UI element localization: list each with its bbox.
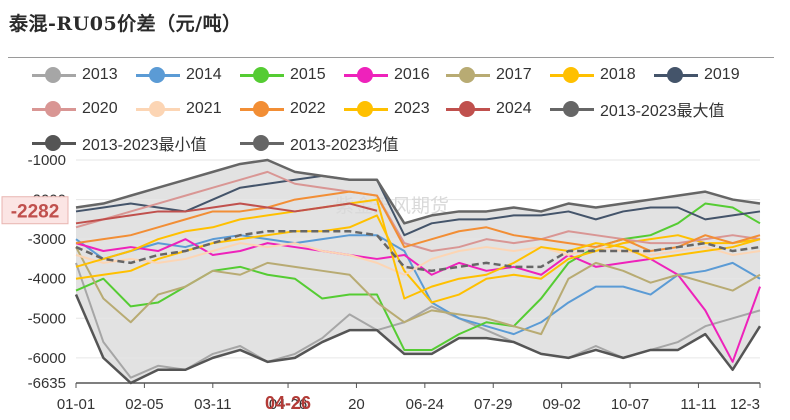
legend-label: 2016 [394,66,430,83]
series-line-2013-2023最大值 [75,158,761,225]
legend-item[interactable]: 2017 [446,62,532,88]
x-tick-label: 10-07 [611,396,649,413]
legend-marker-icon [240,98,284,120]
legend-label: 2017 [496,66,532,83]
series-line-2024 [75,202,378,225]
current-value-label: -2282 [11,202,60,223]
series-line-2017 [75,246,761,336]
series-line-2014 [75,234,761,336]
legend-label: 2023 [394,100,430,117]
legend-marker-icon [446,98,490,120]
legend-label: 2022 [290,100,326,117]
legend-label: 2020 [82,100,118,117]
legend-marker-icon [344,64,388,86]
chart-title: 泰混-RU05价差（元/吨） [9,13,242,35]
x-tick-label: 04-26 [269,396,307,413]
series-line-2020 [75,170,761,253]
legend-item[interactable]: 2020 [32,96,118,122]
legend-item[interactable]: 2015 [240,62,326,88]
title-divider [8,57,774,58]
y-tick-label: -4000 [28,271,66,288]
legend-marker-icon [136,98,180,120]
series-line-2013-2023均值 [75,229,761,273]
legend-label: 2013-2023均值 [290,137,399,154]
legend-marker-icon [550,98,594,120]
minmax-band [76,160,760,383]
series-line-2013-2023最小值 [74,294,762,385]
legend-label: 2018 [600,66,636,83]
legend-item[interactable]: 2013-2023最小值 [32,130,207,156]
legend-marker-icon [32,98,76,120]
legend-item[interactable]: 2013-2023最大值 [550,96,725,122]
legend-label: 2021 [186,100,222,117]
current-value-box [1,196,69,225]
legend-marker-icon [654,64,698,86]
legend-marker-icon [550,64,594,86]
x-tick-label: 06-24 [406,396,444,413]
legend-label: 2013-2023最小值 [82,137,207,154]
legend-marker-icon [32,64,76,86]
x-tick-label: 20 [348,396,365,413]
legend-marker-icon [446,64,490,86]
x-tick-label: 02-05 [125,396,163,413]
legend-item[interactable]: 2021 [136,96,222,122]
series-line-2016 [75,238,761,363]
legend-item[interactable]: 2013-2023均值 [240,130,399,156]
y-tick-label: -1000 [28,152,66,169]
legend-item[interactable]: 2022 [240,96,326,122]
x-tick-label: 11-11 [680,396,716,413]
series-line-2023 [75,198,761,300]
legend-item[interactable]: 2013 [32,62,118,88]
y-tick-label: -5000 [28,310,66,327]
x-tick-label: 07-29 [474,396,512,413]
x-tick-label: 03-11 [194,396,231,413]
legend-marker-icon [240,132,284,154]
legend-label: 2024 [496,100,532,117]
legend-item[interactable]: 2023 [344,96,430,122]
x-tick-label: 12-3 [730,396,760,413]
legend-label: 2013-2023最大值 [600,103,725,120]
legend-item[interactable]: 2016 [344,62,430,88]
series-line-2021 [75,242,761,276]
series-line-2022 [75,190,761,253]
x-tick-label: 01-01 [57,396,95,413]
legend-label: 2019 [704,66,740,83]
legend-marker-icon [240,64,284,86]
y-tick-label: -6000 [28,350,66,367]
legend-item[interactable]: 2024 [446,96,532,122]
legend-item[interactable]: 2019 [654,62,740,88]
y-tick-label: -6635 [28,375,66,392]
legend-label: 2014 [186,66,222,83]
legend-item[interactable]: 2014 [136,62,222,88]
y-tick-label: -3000 [28,231,66,248]
legend-label: 2013 [82,66,118,83]
series-line-2018 [75,214,761,304]
series-line-2019 [75,174,761,237]
legend-marker-icon [32,132,76,154]
legend-marker-icon [344,98,388,120]
legend-item[interactable]: 2018 [550,62,636,88]
current-date-label: 04-26 [265,393,311,413]
x-tick-label: 09-02 [542,396,580,413]
legend-label: 2015 [290,66,326,83]
legend-marker-icon [136,64,180,86]
